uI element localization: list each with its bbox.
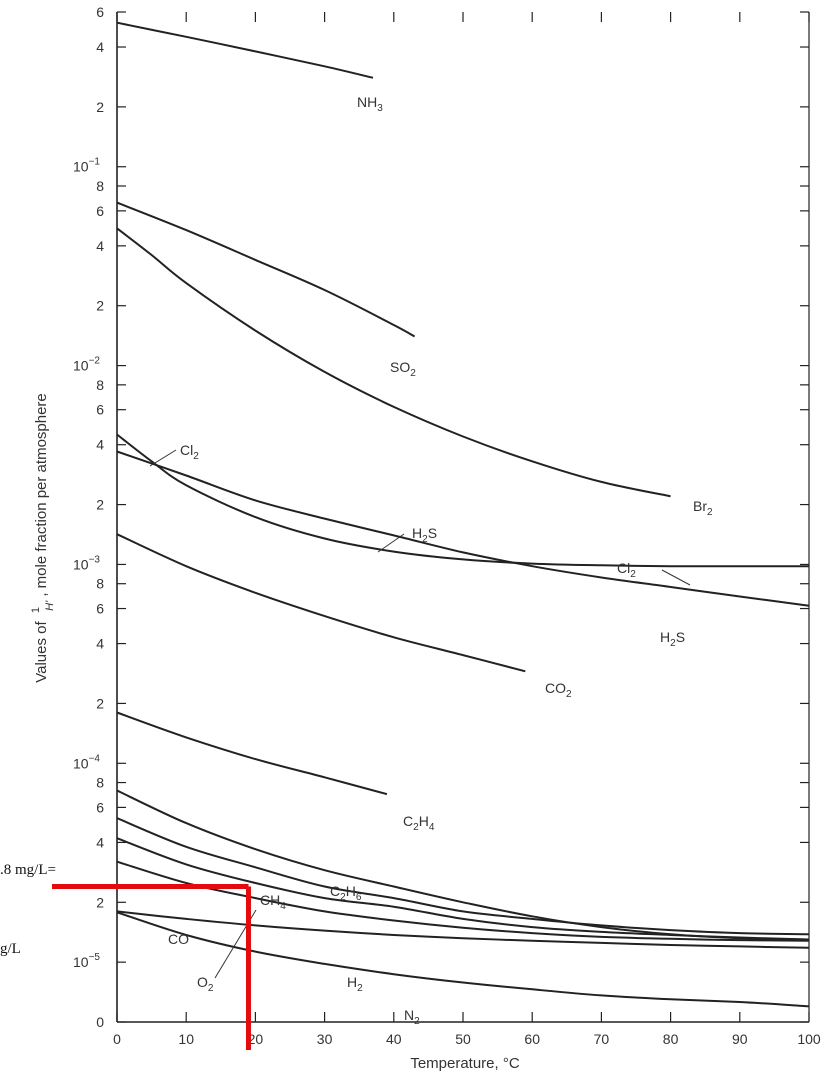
y-tick-label: 6 xyxy=(96,799,104,815)
svg-text:Values of 1 H': Values of 1 H' , mole fraction per atmos… xyxy=(26,393,57,683)
y-tick-label: 10−2 xyxy=(73,356,100,374)
series-line-ch4 xyxy=(116,817,810,936)
x-tick-label: 0 xyxy=(113,1031,121,1047)
series-label: H2 xyxy=(347,974,363,994)
series-label: C2H4 xyxy=(403,813,435,833)
y-tick-label: 8 xyxy=(96,377,104,393)
series-line-h2 xyxy=(116,910,810,949)
y-tick-label: 2 xyxy=(96,298,104,314)
y-tick-label: 8 xyxy=(96,178,104,194)
y-tick-label: 6 xyxy=(96,4,104,20)
overlay-text-2: g/L xyxy=(0,941,21,957)
series-label: H2S xyxy=(412,525,437,545)
overlay-text-1: .8 mg/L= xyxy=(0,862,56,878)
y-tick-label: 4 xyxy=(96,437,104,453)
series-label: Br2 xyxy=(693,498,713,518)
series-line-c2h4 xyxy=(116,711,388,796)
x-tick-label: 40 xyxy=(386,1031,402,1047)
y-axis-title-prefix: Values of xyxy=(33,621,50,683)
series-label: NH3 xyxy=(357,94,383,114)
y-tick-label: 6 xyxy=(96,601,104,617)
series-label: C2H6 xyxy=(330,883,362,903)
x-tick-label: 90 xyxy=(732,1031,748,1047)
y-tick-label: 4 xyxy=(96,238,104,254)
y-tick-label: 10−3 xyxy=(73,554,100,572)
series-line-so2 xyxy=(116,201,416,338)
y-tick-label: 6 xyxy=(96,203,104,219)
x-tick-label: 70 xyxy=(594,1031,610,1047)
series-line-nh3 xyxy=(116,21,374,79)
label-leader-line xyxy=(377,533,405,553)
series-line-co xyxy=(116,860,810,942)
series-line-o2 xyxy=(116,837,810,941)
y-tick-label: 10−4 xyxy=(73,753,100,771)
y-tick-label: 8 xyxy=(96,775,104,791)
y-tick-label: 8 xyxy=(96,576,104,592)
series-line-co2 xyxy=(116,533,526,673)
series-line-cl2 xyxy=(116,433,809,568)
axes-frame xyxy=(116,12,810,1023)
y-tick-label: 0 xyxy=(96,1014,104,1030)
y-axis-title-fraction-den: H' xyxy=(44,600,56,611)
x-tick-label: 10 xyxy=(178,1031,194,1047)
y-tick-label: 4 xyxy=(96,636,104,652)
y-tick-label: 2 xyxy=(96,99,104,115)
x-axis-title: Temperature, °C xyxy=(410,1055,520,1072)
series-label: CO2 xyxy=(545,680,572,700)
series-lines xyxy=(116,21,810,1008)
x-tick-label: 30 xyxy=(317,1031,333,1047)
y-tick-label: 4 xyxy=(96,834,104,850)
axis-ticks: 0 10 20 30 40 50 60 70 80 90 10064210−1864210−2864… xyxy=(73,4,821,1047)
series-line-n2 xyxy=(116,911,810,1008)
y-tick-label: 2 xyxy=(96,894,104,910)
y-tick-label: 2 xyxy=(96,497,104,513)
y-tick-label: 6 xyxy=(96,402,104,418)
series-label: SO2 xyxy=(390,359,416,379)
series-label: H2S xyxy=(660,629,685,649)
series-label: N2 xyxy=(404,1007,420,1027)
y-axis-title-suffix: , mole fraction per atmosphere xyxy=(33,393,50,596)
series-line-br2 xyxy=(116,227,671,498)
series-labels: NH3 SO2 Br2 Cl2 Cl2 H2S H2S CO2 C2H4 C2H6 CH4 O2 CO H… xyxy=(149,94,713,1027)
series-line-h2s xyxy=(116,450,810,607)
y-tick-label: 4 xyxy=(96,39,104,55)
label-leader-line xyxy=(661,569,691,586)
x-tick-label: 100 xyxy=(797,1031,821,1047)
x-tick-label: 20 xyxy=(248,1031,264,1047)
y-tick-label: 10−1 xyxy=(73,157,100,175)
y-axis-title: Values of 1 H' , mole fraction per atmos… xyxy=(26,393,57,683)
series-label: Cl2 xyxy=(180,442,199,462)
x-tick-label: 60 xyxy=(524,1031,540,1047)
y-axis-title-fraction-num: 1 xyxy=(30,607,42,613)
y-tick-label: 10−5 xyxy=(73,952,100,970)
series-label: CH4 xyxy=(260,892,286,912)
series-line-c2h6 xyxy=(116,789,810,941)
series-label: CO xyxy=(168,931,189,947)
series-label: Cl2 xyxy=(617,560,636,580)
x-tick-label: 80 xyxy=(663,1031,679,1047)
label-leader-line xyxy=(149,449,177,467)
y-tick-label: 2 xyxy=(96,695,104,711)
red-reference-overlay xyxy=(52,884,251,1050)
x-tick-label: 50 xyxy=(455,1031,471,1047)
series-label: O2 xyxy=(197,974,214,994)
